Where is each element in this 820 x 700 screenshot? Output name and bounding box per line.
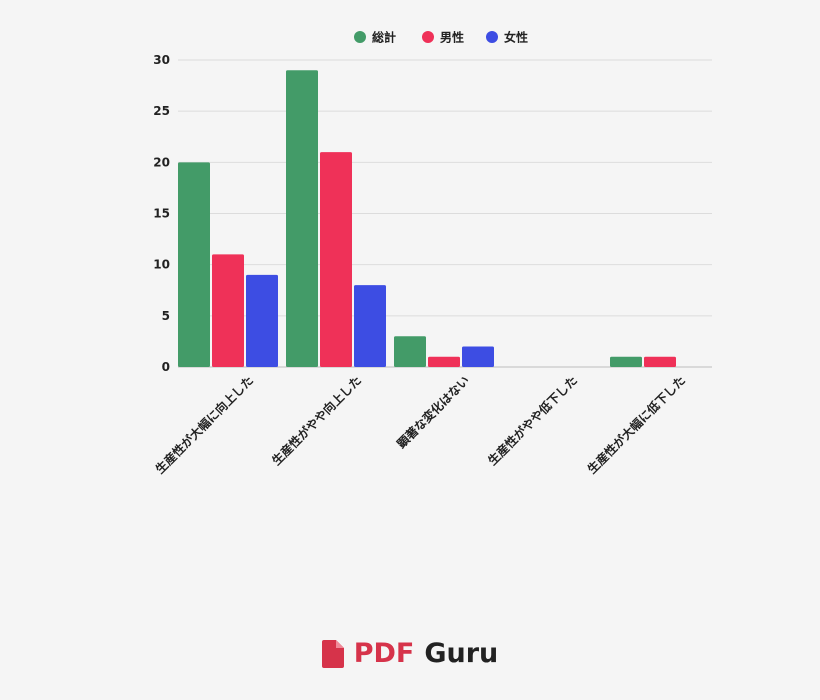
brand-guru-text: Guru [424,638,499,669]
legend-label: 総計 [372,30,396,45]
y-tick-label: 30 [153,53,170,67]
y-tick-label: 15 [153,207,170,221]
y-tick-label: 5 [162,309,170,323]
bar [212,254,244,367]
bar [246,274,278,367]
bar [178,162,210,367]
legend-label: 男性 [440,30,464,45]
brand-footer: PDF Guru [0,638,820,670]
y-tick-label: 10 [153,258,170,272]
y-tick-label: 0 [162,360,170,374]
bar [462,346,494,367]
bar [354,285,386,367]
legend-swatch [486,31,498,43]
bar [610,356,642,367]
bars [178,70,676,367]
x-category-label: 生産性が大幅に低下した [584,373,688,477]
legend-swatch [354,31,366,43]
bar-chart: 総計 男性 女性 0 5 10 15 20 25 30 生産性が大幅に向上した 生産性がやや向上し… [152,30,712,477]
bar [394,336,426,367]
y-tick-label: 25 [153,104,170,118]
y-axis: 0 5 10 15 20 25 30 [153,53,170,374]
bar [644,356,676,367]
legend: 総計 男性 女性 [354,30,528,45]
legend-label: 女性 [504,30,528,45]
x-category-label: 生産性がやや向上した [269,373,364,468]
y-tick-label: 20 [153,155,170,169]
x-category-label: 生産性がやや低下した [485,373,580,468]
x-axis: 生産性が大幅に向上した 生産性がやや向上した 顕著な変化はない 生産性がやや低下した生… [152,373,688,477]
bar [320,152,352,367]
brand-pdf-text: PDF [353,638,415,669]
x-category-label: 顕著な変化はない [394,373,472,451]
x-category-label: 生産性が大幅に向上した [152,373,256,477]
bar [428,356,460,367]
bar [286,70,318,367]
pdf-document-icon [321,640,344,668]
legend-swatch [422,31,434,43]
